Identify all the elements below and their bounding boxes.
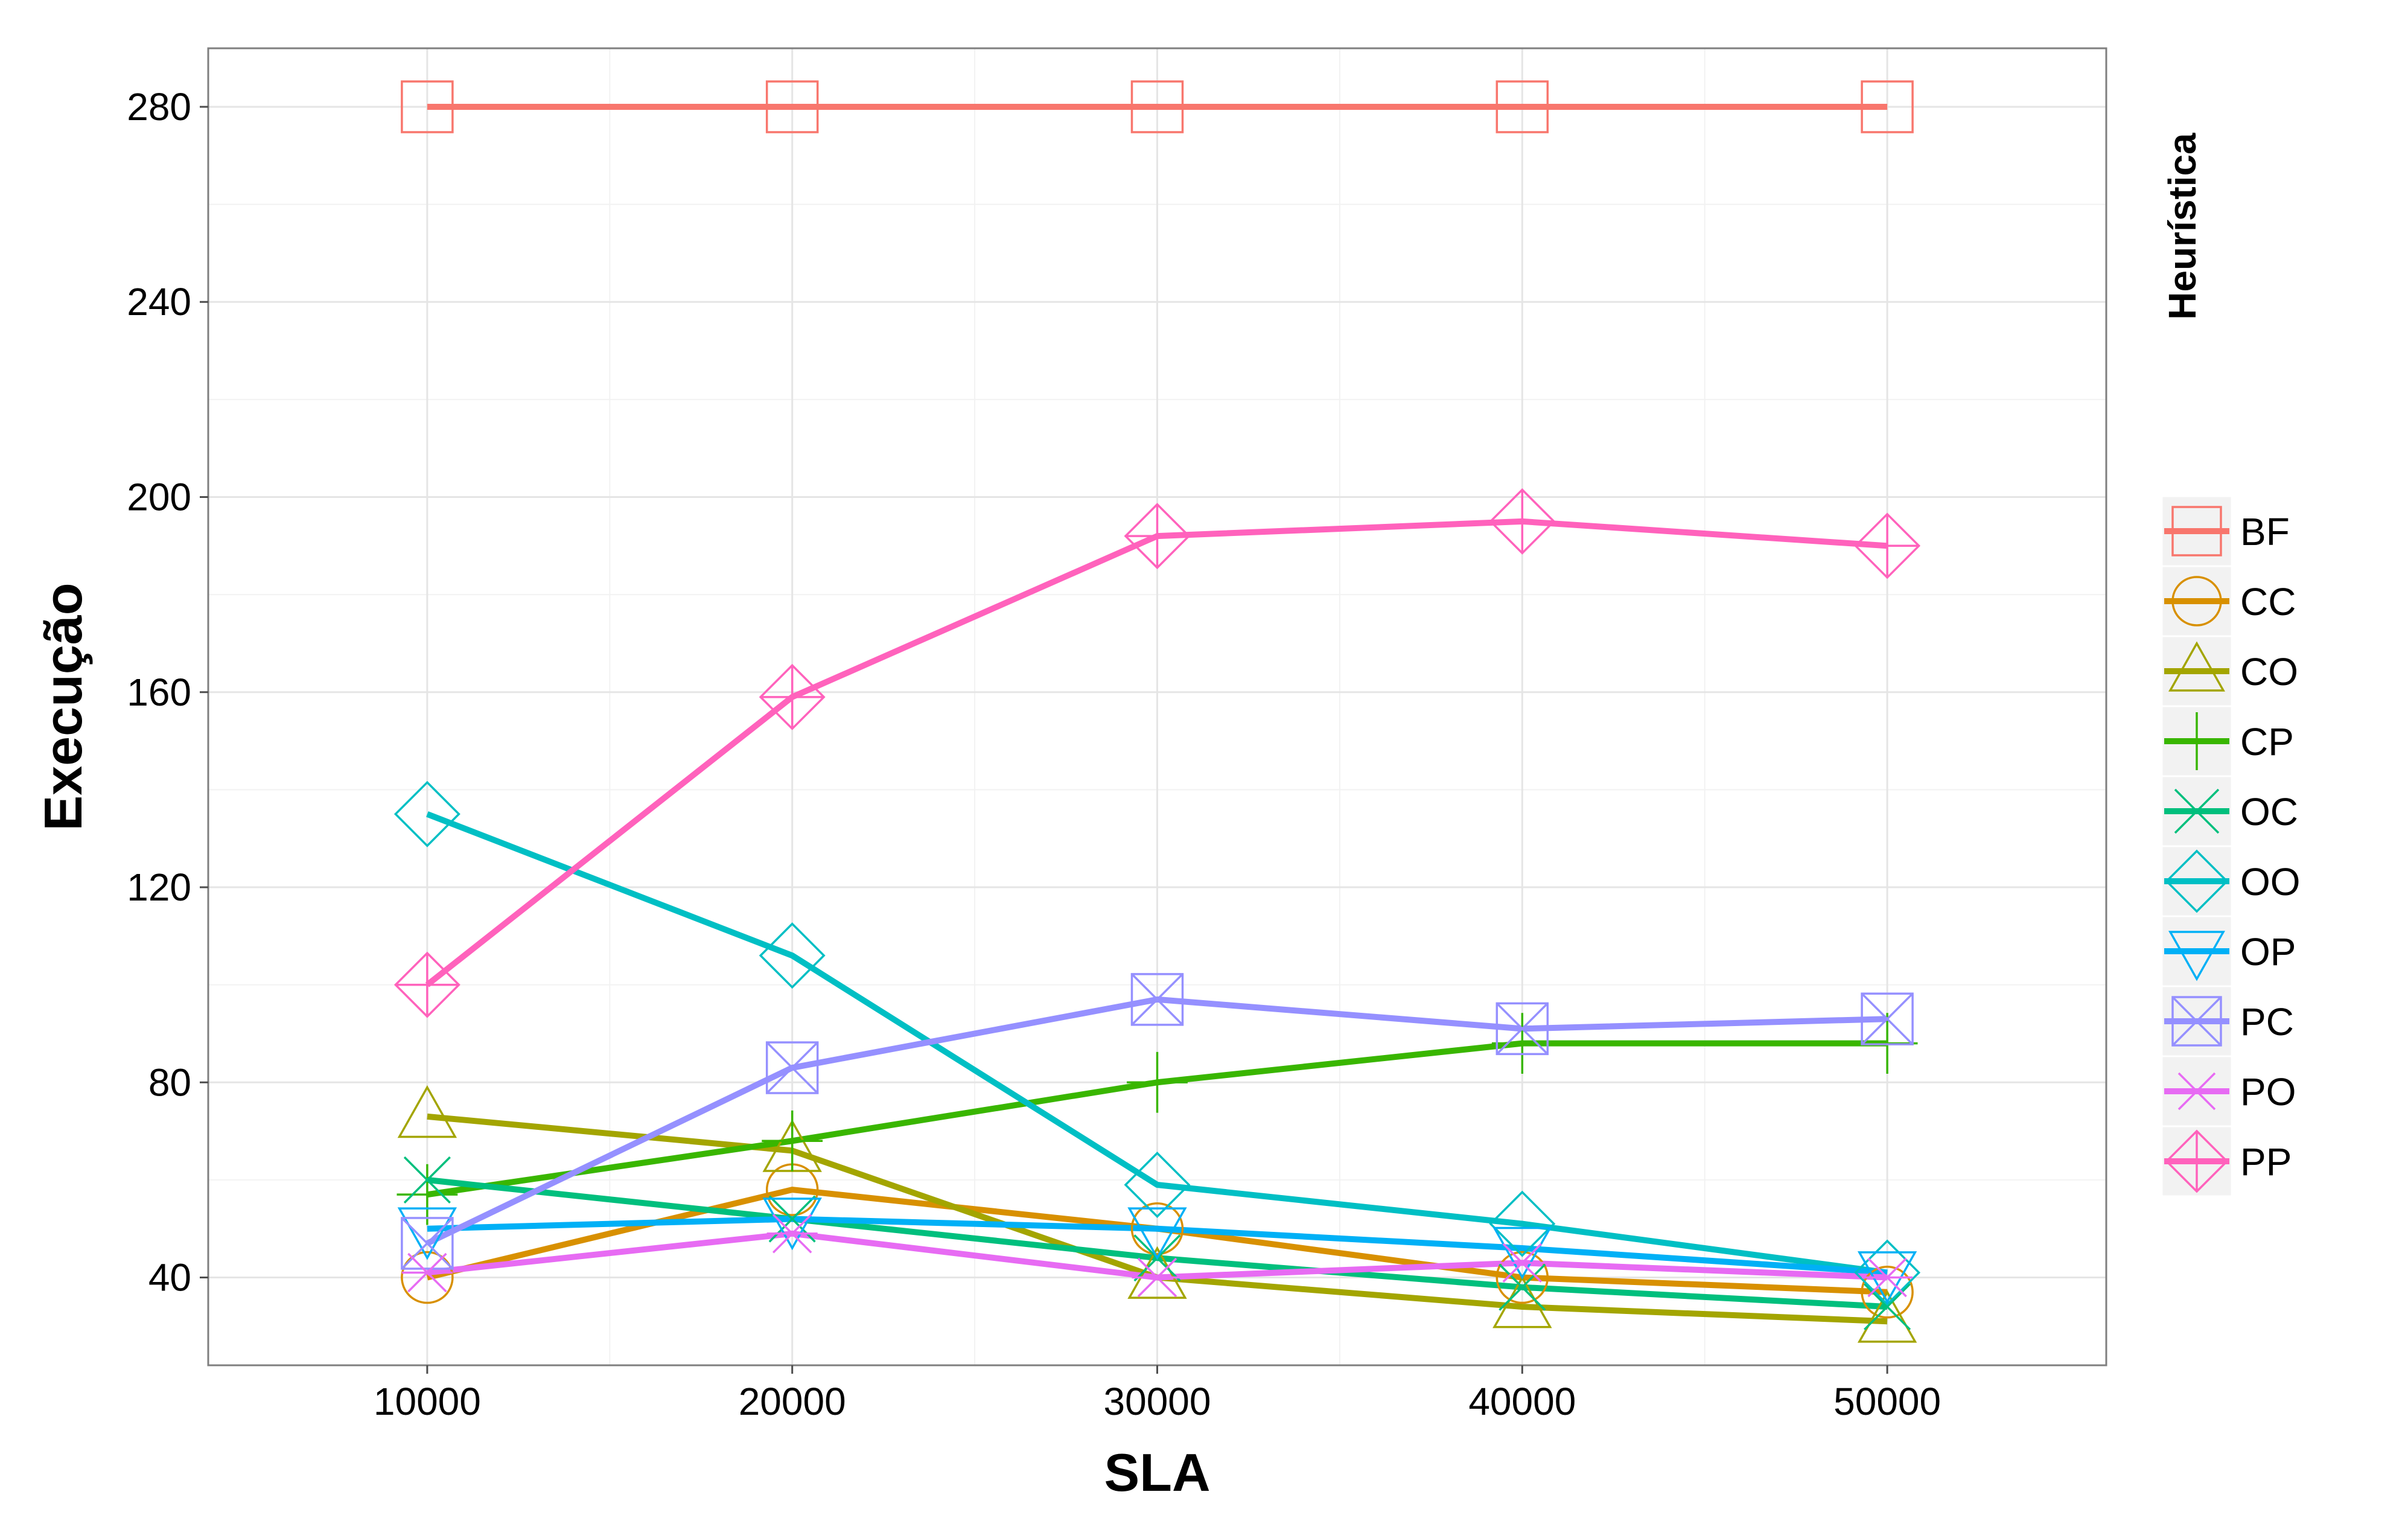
data-point-cp	[1127, 1051, 1188, 1113]
y-tick-label: 160	[127, 671, 191, 714]
data-point-op	[762, 1197, 822, 1251]
data-point-cc	[1861, 1266, 1914, 1319]
legend-key-marker	[2171, 996, 2222, 1047]
data-point-co	[397, 1085, 457, 1138]
legend-key-marker	[2171, 576, 2222, 627]
legend-key-marker	[2173, 1072, 2221, 1111]
data-point-co	[1857, 1290, 1917, 1343]
data-point-pc	[1130, 973, 1184, 1026]
x-tick-label: 30000	[1104, 1380, 1211, 1423]
y-tick-label: 120	[127, 866, 191, 909]
legend-label: CC	[2240, 580, 2296, 623]
data-point-cc	[1130, 1202, 1184, 1255]
legend-key-marker	[2165, 849, 2229, 913]
legend-label: PO	[2240, 1070, 2296, 1114]
legend-item-oo: OO	[2161, 845, 2301, 917]
legend-key-marker	[2168, 931, 2225, 981]
legend-item-co: CO	[2161, 635, 2298, 707]
x-axis-title: SLA	[1104, 1443, 1211, 1502]
data-point-oo	[759, 922, 826, 989]
data-point-cc	[1495, 1251, 1549, 1304]
data-point-cc	[401, 1251, 454, 1304]
y-tick-label: 280	[127, 85, 191, 129]
data-point-oc	[403, 1156, 451, 1204]
series-line-op	[427, 1216, 1888, 1276]
data-point-op	[397, 1207, 457, 1260]
data-point-po	[766, 1214, 818, 1254]
data-point-pc	[765, 1041, 819, 1094]
y-axis: 40 80 120 160 200 240 280	[127, 85, 208, 1299]
x-axis: 10000 20000 30000 40000 50000	[374, 1365, 1941, 1423]
data-point-op	[1127, 1207, 1187, 1260]
y-tick-label: 200	[127, 475, 191, 518]
legend-item-po: PO	[2161, 1055, 2296, 1127]
legend-key-marker	[2171, 506, 2222, 556]
legend-label: OC	[2240, 790, 2298, 834]
legend-item-oc: OC	[2161, 775, 2298, 847]
data-point-po	[401, 1252, 453, 1293]
legend-key-marker	[2168, 641, 2225, 692]
data-point-pc	[1861, 992, 1914, 1045]
legend-title: Heurística	[2161, 133, 2204, 320]
data-point-cp	[762, 1110, 823, 1172]
data-point-bf	[1495, 80, 1549, 133]
series-line-oo	[426, 811, 1888, 1276]
data-point-oo	[1124, 1152, 1191, 1218]
data-point-op	[1492, 1226, 1552, 1280]
legend-item-bf: BF	[2161, 495, 2290, 567]
data-point-po	[1132, 1257, 1183, 1298]
data-point-pp	[759, 663, 826, 730]
legend-key-marker	[2165, 1129, 2229, 1193]
legend-item-pc: PC	[2161, 985, 2294, 1057]
legend-label: PP	[2240, 1140, 2292, 1184]
data-point-oc	[1499, 1263, 1546, 1311]
legend-item-cc: CC	[2161, 565, 2296, 637]
data-point-bf	[401, 80, 454, 133]
y-axis-title: Execução	[33, 583, 93, 831]
legend-item-cp: CP	[2161, 705, 2294, 777]
x-tick-label: 20000	[739, 1380, 846, 1423]
data-point-pp	[1489, 488, 1556, 555]
legend-key-marker	[2168, 712, 2226, 770]
data-point-oo	[393, 780, 460, 847]
data-point-pc	[1495, 1002, 1549, 1056]
legend-label: PC	[2240, 1000, 2294, 1044]
legend: BF CC CO CP OC OO OP PC PO PP	[2161, 495, 2301, 1197]
legend-label: OP	[2240, 930, 2296, 974]
x-tick-label: 40000	[1468, 1380, 1576, 1423]
data-point-bf	[765, 80, 819, 133]
data-point-po	[1497, 1243, 1548, 1283]
data-point-po	[1862, 1257, 1913, 1298]
x-tick-label: 50000	[1833, 1380, 1941, 1423]
data-point-pp	[1854, 512, 1921, 579]
data-point-cp	[1491, 1013, 1553, 1074]
data-point-oo	[1489, 1190, 1556, 1257]
data-point-pp	[1124, 503, 1191, 570]
legend-item-op: OP	[2161, 915, 2296, 987]
legend-label: OO	[2240, 860, 2301, 904]
data-point-pp	[393, 951, 460, 1018]
series-markers	[393, 80, 1921, 1343]
legend-label: CP	[2240, 720, 2294, 764]
data-point-pc	[401, 1217, 454, 1270]
y-tick-label: 240	[127, 280, 191, 324]
data-point-bf	[1861, 80, 1914, 133]
data-point-cp	[397, 1164, 458, 1225]
data-point-oo	[1854, 1239, 1921, 1306]
legend-label: CO	[2240, 650, 2298, 694]
data-point-bf	[1130, 80, 1184, 133]
y-tick-label: 80	[148, 1060, 191, 1104]
legend-label: BF	[2240, 510, 2290, 553]
legend-key-marker	[2174, 788, 2220, 834]
x-tick-label: 10000	[374, 1380, 481, 1423]
legend-item-pp: PP	[2161, 1125, 2292, 1197]
y-tick-label: 40	[148, 1256, 191, 1299]
